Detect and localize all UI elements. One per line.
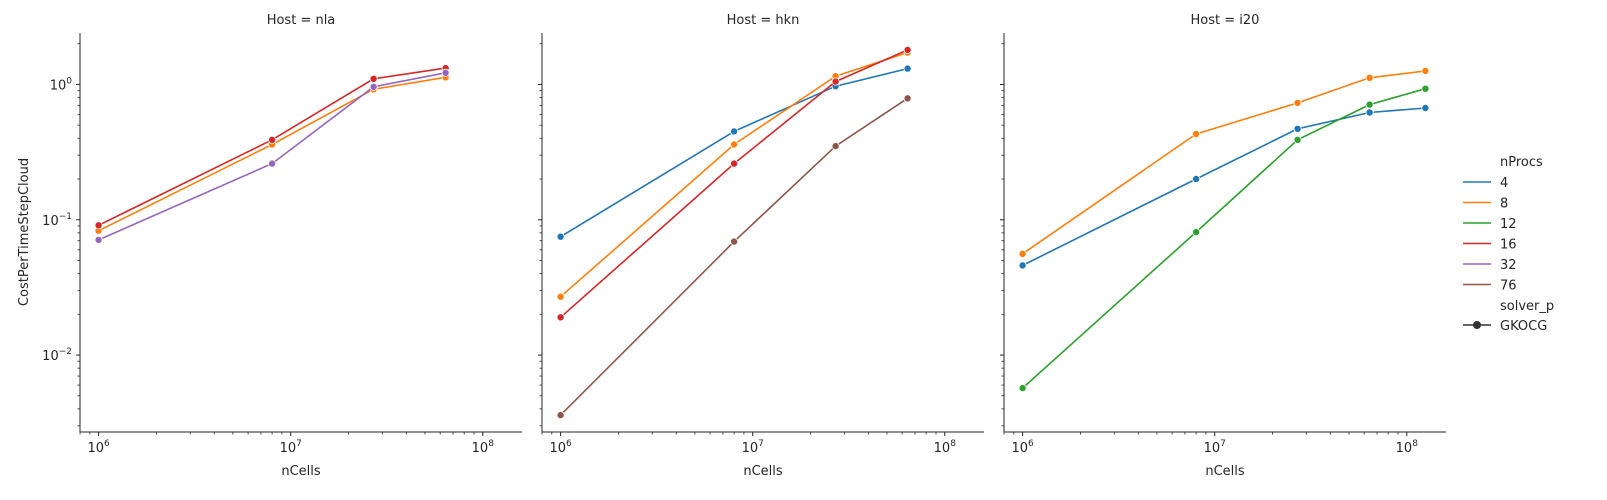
data-point [831,77,840,86]
data-point [831,142,840,151]
series-16 [94,64,450,230]
x-tick-label: 106 [87,439,110,456]
data-point [1018,384,1027,393]
data-point [1192,174,1201,183]
series-4 [556,64,912,241]
x-tick-label: 107 [280,439,302,456]
y-tick-label: 10−2 [42,347,72,364]
x-tick-label: 108 [472,439,495,456]
series-12 [1018,84,1430,393]
y-tick-label: 100 [50,76,73,93]
data-point [1192,129,1201,138]
data-point [730,159,739,168]
series-32 [94,68,450,244]
legend-title-solver: solver_p [1500,299,1554,314]
series-76 [556,94,912,420]
series-line-8 [560,51,908,298]
data-point [730,127,739,136]
data-point [1293,135,1302,144]
data-point [1365,100,1374,109]
data-point [903,45,912,54]
legend-label-4: 4 [1500,176,1508,191]
series-line-76 [560,97,909,416]
legend-label-16: 16 [1500,238,1517,253]
x-tick-label: 106 [549,439,572,456]
y-tick-label: 10−1 [42,212,72,229]
data-point [1018,261,1027,270]
data-point [1293,98,1302,107]
legend-label-12: 12 [1500,217,1517,232]
data-point [903,94,912,103]
legend-title-nprocs: nProcs [1500,155,1543,170]
data-point [1421,104,1430,113]
legend-label-76: 76 [1500,279,1517,294]
series-line-4 [560,67,908,238]
data-point [369,74,378,83]
series-line-8 [98,76,446,232]
x-tick-label: 108 [934,439,957,456]
series-4 [1018,104,1430,270]
data-point [268,135,277,144]
panel-1: Host = nla 106 107 108 10−2 10−1 100 nCells [42,13,522,479]
data-point [730,140,739,149]
data-point [556,313,565,322]
panel-title: Host = nla [267,13,336,28]
data-point [1365,108,1374,117]
data-point [556,292,565,301]
data-point [1421,66,1430,75]
legend-style-marker [1473,321,1481,329]
x-axis-label: nCells [281,464,321,479]
data-point [1018,249,1027,258]
panel-2: Host = hkn 106 107 108 nCells [538,13,984,479]
legend-label-8: 8 [1500,197,1508,212]
data-point [1293,124,1302,133]
data-point [94,235,103,244]
data-point [556,411,565,420]
series-line-16 [98,67,446,227]
data-point [1421,84,1430,93]
x-axis-label: nCells [743,464,783,479]
data-point [441,68,450,77]
series-16 [556,45,912,322]
y-axis-label: CostPerTimeStepCloud [17,158,32,306]
data-point [268,159,277,168]
data-point [556,232,565,241]
legend-label-32: 32 [1500,258,1517,273]
x-tick-label: 107 [742,439,764,456]
data-point [730,237,739,246]
panel-title: Host = i20 [1191,13,1260,28]
x-tick-label: 108 [1396,439,1419,456]
data-point [1365,73,1374,82]
data-point [1192,228,1201,237]
data-point [369,82,378,91]
x-tick-label: 107 [1204,439,1226,456]
series-line-16 [560,49,908,318]
x-axis-label: nCells [1205,464,1245,479]
series-8 [1018,66,1430,258]
panel-title: Host = hkn [727,13,800,28]
panel-3: Host = i20 106 107 108 nCells [1000,13,1446,479]
data-point [903,64,912,73]
series-line-32 [98,72,446,241]
legend: nProcs 4 8 12 16 32 76 solver_p GKOCG [1463,155,1554,334]
legend-style-label: GKOCG [1500,319,1547,334]
x-tick-label: 106 [1011,439,1034,456]
legend-entries: 4 8 12 16 32 76 [1463,176,1517,294]
data-point [94,221,103,230]
